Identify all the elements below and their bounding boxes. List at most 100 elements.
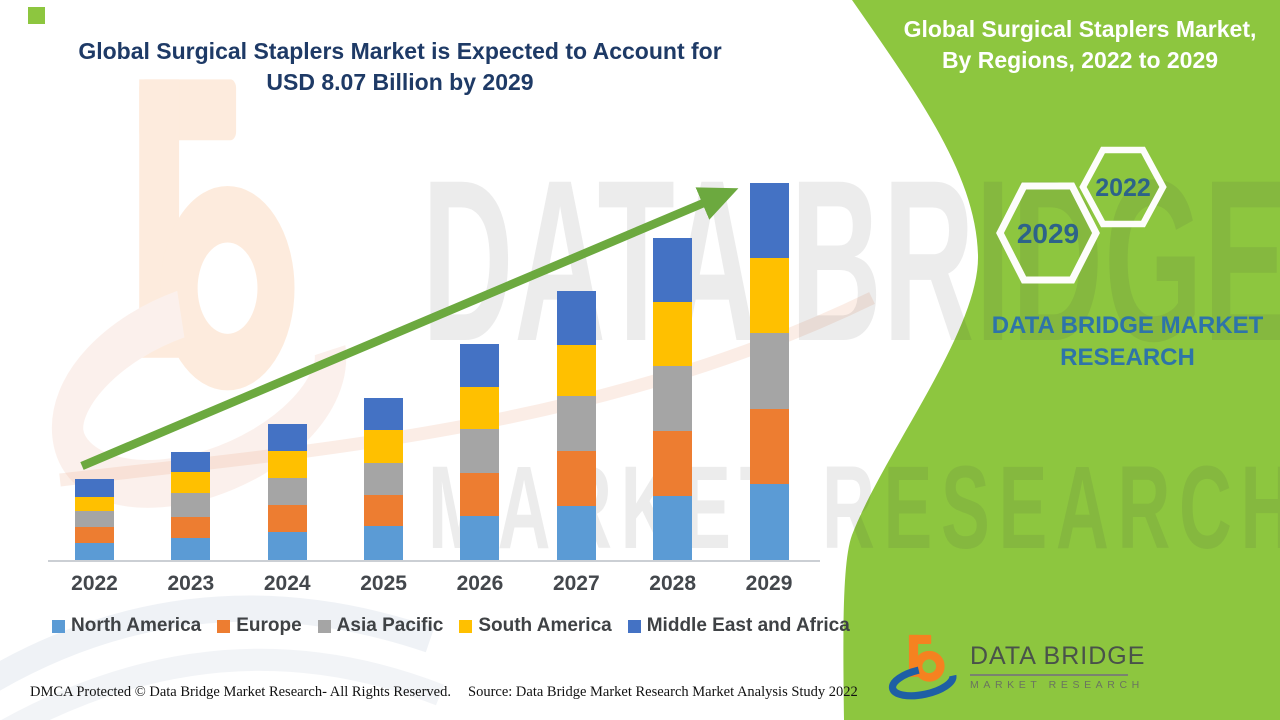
panel-title-line1: Global Surgical Staplers Market, xyxy=(903,16,1257,42)
logo-subtitle: MARKET RESEARCH xyxy=(970,679,1144,691)
bar-segment-north-america xyxy=(75,543,114,560)
bar-segment-asia-pacific xyxy=(75,511,114,527)
chart-legend: North America Europe Asia Pacific South Ame… xyxy=(52,615,850,637)
legend-swatch xyxy=(459,619,473,633)
bar-segment-south-america xyxy=(749,258,789,333)
swirl-decor xyxy=(1,648,445,720)
bar-segment-south-america xyxy=(653,302,693,366)
logo-text: DATA BRIDGE MARKET RESEARCH xyxy=(970,630,1145,691)
legend-item-asia-pacific: Asia Pacific xyxy=(317,615,444,637)
bar-segment-north-america xyxy=(267,532,307,560)
dmca-notice: DMCA Protected © Data Bridge Market Rese… xyxy=(30,684,451,700)
legend-item-south-america: South America xyxy=(459,615,612,637)
legend-label: North America xyxy=(71,615,202,636)
legend-label: South America xyxy=(478,615,612,636)
logo-divider xyxy=(970,674,1128,676)
bar-segment-asia-pacific xyxy=(460,429,500,473)
bar-segment-middle-east-and-africa xyxy=(364,398,404,430)
bar-segment-europe xyxy=(267,505,307,532)
stacked-bar-2027 xyxy=(556,291,596,560)
bar-segment-asia-pacific xyxy=(364,463,404,495)
stacked-bar-2025 xyxy=(364,398,404,560)
stacked-bar-2024 xyxy=(267,424,307,560)
bar-segment-europe xyxy=(75,527,114,543)
bar-segment-north-america xyxy=(749,484,789,560)
bar-segment-europe xyxy=(171,517,211,538)
stacked-bar-2022 xyxy=(75,479,114,560)
bar-segment-europe xyxy=(364,495,404,526)
x-axis-label-2025: 2025 xyxy=(360,572,407,595)
stacked-bar-2028 xyxy=(653,238,693,560)
bar-segment-north-america xyxy=(171,538,211,560)
bar-segment-south-america xyxy=(460,387,500,429)
page-title-line1: Global Surgical Staplers Market is Expec… xyxy=(78,38,722,64)
brand-text-line2: RESEARCH xyxy=(1060,344,1195,371)
hexagon-2022-label: 2022 xyxy=(1095,174,1151,202)
data-bridge-b-swoosh-icon xyxy=(888,634,957,700)
brand-text-line1: DATA BRIDGE MARKET xyxy=(991,312,1264,339)
panel-title-line2: By Regions, 2022 to 2029 xyxy=(941,47,1219,73)
bar-segment-north-america xyxy=(460,516,500,560)
panel-title: Global Surgical Staplers Market, By Regi… xyxy=(895,14,1265,76)
hexagon-badges: 2029 2022 xyxy=(996,146,1167,284)
x-axis-label-2026: 2026 xyxy=(456,572,504,595)
bar-segment-europe xyxy=(749,409,789,484)
bar-segment-europe xyxy=(653,431,693,496)
x-axis-label-2022: 2022 xyxy=(71,572,118,595)
x-axis-label-2029: 2029 xyxy=(745,572,793,595)
legend-label: Asia Pacific xyxy=(336,615,444,636)
bar-segment-middle-east-and-africa xyxy=(171,452,211,472)
bar-segment-middle-east-and-africa xyxy=(556,291,596,345)
legend-label: Middle East and Africa xyxy=(646,615,850,636)
logo-name: DATA BRIDGE xyxy=(970,642,1146,670)
bar-segment-north-america xyxy=(556,506,596,560)
legend-item-europe: Europe xyxy=(217,615,302,637)
bar-segment-middle-east-and-africa xyxy=(75,479,114,497)
legend-swatch xyxy=(217,619,231,633)
hexagon-2029-label: 2029 xyxy=(1017,218,1079,249)
bar-segment-south-america xyxy=(267,451,307,478)
legend-item-north-america: North America xyxy=(52,615,201,637)
bar-segment-asia-pacific xyxy=(556,396,596,451)
bar-segment-north-america xyxy=(364,526,404,560)
data-bridge-logo: DATA BRIDGE MARKET RESEARCH xyxy=(888,630,1145,700)
bar-segment-south-america xyxy=(75,497,114,511)
bar-segment-asia-pacific xyxy=(171,493,211,517)
bar-segment-asia-pacific xyxy=(267,478,307,505)
x-axis-line xyxy=(48,560,820,562)
legend-swatch xyxy=(627,619,641,633)
page-title-line2: USD 8.07 Billion by 2029 xyxy=(266,69,534,95)
legend-item-middle-east-and-africa: Middle East and Africa xyxy=(627,615,850,637)
stacked-bar-2026 xyxy=(460,344,500,560)
bar-segment-middle-east-and-africa xyxy=(653,238,693,302)
bar-segment-middle-east-and-africa xyxy=(267,424,307,451)
bar-segment-south-america xyxy=(364,430,404,463)
legend-swatch xyxy=(317,619,331,633)
swirl-decor xyxy=(0,595,435,691)
bar-segment-middle-east-and-africa xyxy=(749,183,789,258)
legend-swatch xyxy=(52,619,65,633)
hexagon-2029 xyxy=(996,182,1100,284)
x-axis-label-2027: 2027 xyxy=(552,572,600,595)
hexagon-2022 xyxy=(1079,146,1167,228)
corner-accent-square xyxy=(28,7,45,24)
bar-segment-asia-pacific xyxy=(749,333,789,409)
page-title: Global Surgical Staplers Market is Expec… xyxy=(60,36,740,98)
source-note: Source: Data Bridge Market Research Mark… xyxy=(468,684,858,700)
legend-label: Europe xyxy=(236,615,302,636)
brand-text: DATA BRIDGE MARKET RESEARCH xyxy=(975,310,1280,374)
x-axis-label-2024: 2024 xyxy=(263,572,311,595)
stacked-bar-2023 xyxy=(171,452,211,560)
bar-segment-europe xyxy=(460,473,500,516)
stacked-bar-2029 xyxy=(749,183,789,560)
bar-segment-middle-east-and-africa xyxy=(460,344,500,387)
bar-segment-europe xyxy=(556,451,596,506)
x-axis-label-2028: 2028 xyxy=(649,572,697,595)
bar-segment-south-america xyxy=(171,472,211,493)
bar-segment-south-america xyxy=(556,345,596,396)
bar-segment-asia-pacific xyxy=(653,366,693,431)
